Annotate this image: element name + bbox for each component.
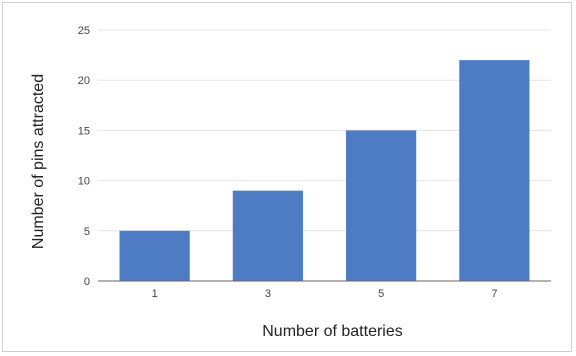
x-tick-label: 5 xyxy=(378,288,384,300)
x-tick-label: 3 xyxy=(265,288,271,300)
y-tick-label: 25 xyxy=(78,25,90,37)
bar-1 xyxy=(119,230,190,281)
y-tick-label: 10 xyxy=(78,176,90,188)
bar-series xyxy=(119,60,530,282)
bar-5 xyxy=(346,130,417,281)
y-tick-label: 15 xyxy=(78,125,90,137)
y-axis-title: Number of pins attracted xyxy=(30,74,47,249)
y-axis-ticks: 0 5 10 15 20 25 xyxy=(78,25,90,288)
y-tick-label: 0 xyxy=(84,276,90,288)
x-axis-title: Number of batteries xyxy=(262,323,403,340)
y-tick-label: 5 xyxy=(84,226,90,238)
chart-frame: 0 5 10 15 20 25 1 3 5 7 Number of batteries Numb… xyxy=(2,2,572,352)
y-tick-label: 20 xyxy=(78,75,90,87)
x-tick-label: 1 xyxy=(152,288,158,300)
x-axis-ticks: 1 3 5 7 xyxy=(152,288,498,300)
bar-3 xyxy=(232,190,303,281)
bar-chart: 0 5 10 15 20 25 1 3 5 7 Number of batteries Numb… xyxy=(30,25,551,340)
bar-7 xyxy=(459,60,530,282)
x-tick-label: 7 xyxy=(491,288,497,300)
